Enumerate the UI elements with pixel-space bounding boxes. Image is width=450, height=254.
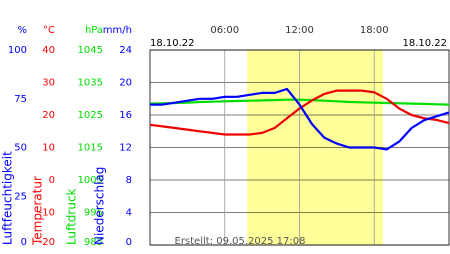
axis-title: Temperatur bbox=[31, 176, 45, 246]
axis-title: Luftdruck bbox=[65, 188, 79, 245]
y-tick-label: 16 bbox=[119, 110, 132, 121]
y-tick-label: 1015 bbox=[78, 143, 103, 154]
y-tick-label: 12 bbox=[119, 143, 132, 154]
axis-title: Niederschlag bbox=[93, 167, 107, 245]
y-tick-label: 25 bbox=[14, 191, 27, 202]
y-tick-label: 0 bbox=[49, 175, 55, 186]
y-tick-label: 985 bbox=[84, 237, 103, 248]
line-series bbox=[149, 89, 450, 136]
y-tick-label: 0 bbox=[126, 237, 132, 248]
y-tick-label: 995 bbox=[84, 208, 103, 219]
y-tick-label: 100 bbox=[8, 45, 27, 56]
axis-unit: °C bbox=[43, 25, 55, 36]
x-tick-label: 06:00 bbox=[210, 25, 239, 36]
y-tick-label: 8 bbox=[126, 175, 132, 186]
y-tick-label: 1035 bbox=[78, 78, 103, 89]
y-tick-label: -10 bbox=[39, 208, 55, 219]
date-left: 18.10.22 bbox=[150, 38, 195, 49]
axis-title: Luftfeuchtigkeit bbox=[1, 151, 15, 245]
y-tick-label: 10 bbox=[42, 143, 55, 154]
y-tick-label: 1005 bbox=[78, 175, 103, 186]
y-tick-label: 40 bbox=[42, 45, 55, 56]
line-series bbox=[149, 98, 450, 106]
y-tick-label: 50 bbox=[14, 143, 27, 154]
y-tick-label: 30 bbox=[42, 78, 55, 89]
plot-frame bbox=[149, 49, 450, 246]
y-tick-label: 0 bbox=[21, 237, 27, 248]
y-tick-label: 20 bbox=[119, 78, 132, 89]
y-tick-label: -20 bbox=[39, 237, 55, 248]
date-right: 18.10.22 bbox=[402, 38, 447, 49]
axis-unit: mm/h bbox=[103, 25, 132, 36]
x-tick-label: 18:00 bbox=[360, 25, 389, 36]
y-tick-label: 20 bbox=[42, 110, 55, 121]
y-tick-label: 1025 bbox=[78, 110, 103, 121]
axis-unit: % bbox=[17, 25, 27, 36]
x-tick-label: 12:00 bbox=[285, 25, 314, 36]
line-series bbox=[150, 87, 450, 151]
axis-unit: hPa bbox=[85, 25, 103, 36]
y-tick-label: 75 bbox=[14, 94, 27, 105]
y-tick-label: 24 bbox=[119, 45, 132, 56]
footer: Erstellt: 09.05.2025 17:08 bbox=[175, 236, 306, 247]
y-tick-label: 4 bbox=[126, 208, 132, 219]
y-tick-label: 1045 bbox=[78, 45, 103, 56]
